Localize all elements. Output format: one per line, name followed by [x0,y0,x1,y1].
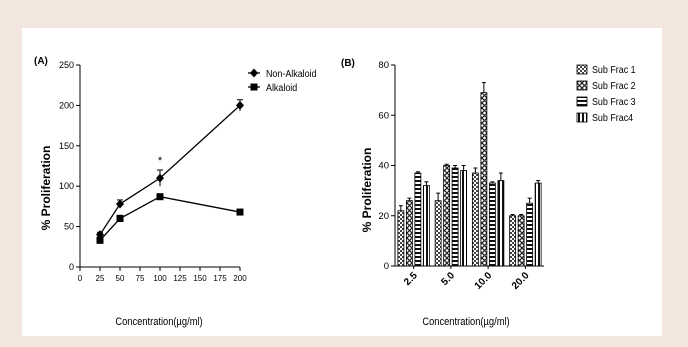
bar-1 [397,210,405,267]
legend-label-1: Non-Alkaloid [266,68,317,80]
panel-a-y-tick-label: 0 [69,262,74,272]
panel-a-x-tick-label: 50 [116,274,125,283]
panel-b-marks [397,82,542,267]
bar-4 [534,182,542,267]
panel-a-x-tick-label: 0 [78,274,83,283]
bar-2 [405,200,413,267]
bar-2 [480,92,488,267]
data-point-1 [236,100,244,110]
bar-4 [422,185,430,267]
panel-a-x-tick-label: 75 [136,274,145,283]
legend-label-2: Alkaloid [266,82,297,94]
category-label: 20.0 [510,270,532,292]
bar-1 [509,215,517,267]
data-point-2 [96,236,104,244]
bar-2 [443,165,451,267]
legend-swatch-1 [576,64,588,75]
panel-b-y-tick-label: 80 [378,60,389,71]
category-label: 10.0 [473,270,495,292]
panel-a-y-tick-label: 100 [59,181,74,191]
legend-swatch-3 [576,96,588,107]
data-point-1 [116,199,124,209]
panel-a-x-tick-label: 25 [96,274,105,283]
legend-marker-1 [250,68,258,78]
figure-panel: (A) % Proliferation Concentration(µg/ml)… [22,28,662,336]
bar-4 [460,170,468,267]
legend-label-1: Sub Frac 1 [592,64,636,76]
bar-3 [488,182,496,267]
bar-3 [414,172,422,267]
panel-a-x-tick-label: 175 [213,274,227,283]
data-point-1 [156,173,164,183]
bar-1 [434,200,442,267]
bar-3 [451,167,459,267]
series-line-1 [99,104,241,236]
panel-a: (A) % Proliferation Concentration(µg/ml)… [34,56,317,328]
data-point-2 [156,193,164,201]
panel-a-y-tick-label: 200 [59,100,74,110]
panel-a-x-tick-label: 200 [233,274,247,283]
panel-a-label: (A) [34,56,48,67]
panel-a-legend: Non-Alkaloid Alkaloid [248,68,317,94]
panel-b-y-tick-label: 60 [378,110,389,121]
data-point-2 [116,215,124,223]
panel-b-legend: Sub Frac 1 Sub Frac 2 Sub Frac 3 Sub Frac4 [576,64,636,124]
legend-label-4: Sub Frac4 [592,112,634,124]
panel-a-y-tick-label: 250 [59,60,74,70]
panel-a-marks: * [96,99,244,244]
legend-swatch-4 [576,112,588,123]
bar-3 [526,202,534,267]
category-label: 5.0 [439,270,457,288]
panel-a-x-tick-label: 100 [153,274,167,283]
panel-a-y-tick-label: 150 [59,141,74,151]
panel-b-y-tick-label: 40 [378,161,389,172]
series-line-2 [99,196,241,241]
bar-4 [497,180,505,267]
bar-1 [471,172,479,267]
panel-b-y-tick-label: 0 [384,261,389,272]
panel-a-ylabel: % Proliferation [39,146,53,231]
legend-label-3: Sub Frac 3 [592,96,636,108]
panel-b-label: (B) [341,58,355,69]
bar-2 [517,215,525,267]
panel-a-axes: 0 50 100 150 200 250 0 25 50 75 100 125 150 175 200 [59,60,247,283]
panel-b-xlabel: Concentration(µg/ml) [422,316,509,328]
panel-b-ylabel: % Proliferation [360,148,374,233]
chart-canvas: (A) % Proliferation Concentration(µg/ml)… [34,56,636,328]
data-point-2 [236,208,244,216]
panel-a-y-tick-label: 50 [64,222,74,232]
panel-a-x-tick-label: 150 [193,274,207,283]
panel-b: (B) % Proliferation Concentration(µg/ml)… [341,58,636,328]
significance-annotation: * [158,155,163,167]
legend-label-2: Sub Frac 2 [592,80,636,92]
panel-a-xlabel: Concentration(µg/ml) [115,316,202,328]
legend-swatch-2 [576,80,588,91]
panel-b-y-tick-label: 20 [378,211,389,222]
category-label: 2.5 [402,270,420,288]
panel-a-x-tick-label: 125 [173,274,187,283]
legend-marker-2 [250,83,258,91]
